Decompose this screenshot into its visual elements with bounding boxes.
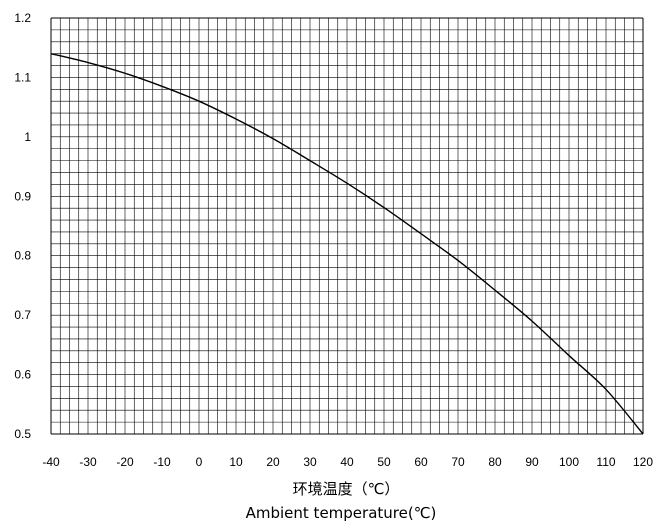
x-tick-label: 100 — [559, 455, 579, 469]
x-tick-label: 20 — [266, 455, 280, 469]
y-tick-label: 0.6 — [14, 368, 31, 382]
x-tick-label: 0 — [196, 455, 203, 469]
x-tick-label: 70 — [451, 455, 465, 469]
y-tick-label: 0.7 — [14, 308, 31, 322]
y-tick-label: 1.1 — [14, 70, 31, 84]
x-tick-label: 60 — [414, 455, 428, 469]
grid — [50, 17, 644, 435]
y-tick-label: 1 — [24, 130, 31, 144]
x-tick-label: 40 — [340, 455, 354, 469]
x-axis-label-english: Ambient temperature(℃) — [246, 504, 437, 522]
x-axis-ticks: -40 -30 -20 -10 0 10 20 30 40 50 60 70 80 90 100 110 120 — [42, 455, 653, 469]
y-axis-ticks: 0.5 0.6 0.7 0.8 0.9 1 1.1 1.2 — [14, 11, 31, 441]
y-tick-label: 0.5 — [14, 427, 31, 441]
x-tick-label: 80 — [488, 455, 502, 469]
x-tick-label: 30 — [303, 455, 317, 469]
y-tick-label: 0.8 — [14, 249, 31, 263]
series-line — [50, 52, 644, 435]
x-tick-label: 50 — [377, 455, 391, 469]
x-tick-label: -30 — [79, 455, 97, 469]
x-axis-label: 环境温度（℃） — [293, 480, 400, 498]
y-tick-label: 1.2 — [14, 11, 31, 25]
x-tick-label: -40 — [42, 455, 60, 469]
y-tick-label: 0.9 — [14, 189, 31, 203]
x-tick-label: -10 — [153, 455, 171, 469]
x-tick-label: 110 — [596, 455, 615, 469]
x-tick-label: 90 — [525, 455, 539, 469]
x-tick-label: -20 — [116, 455, 134, 469]
x-tick-label: 10 — [229, 455, 243, 469]
x-tick-label: 120 — [633, 455, 653, 469]
